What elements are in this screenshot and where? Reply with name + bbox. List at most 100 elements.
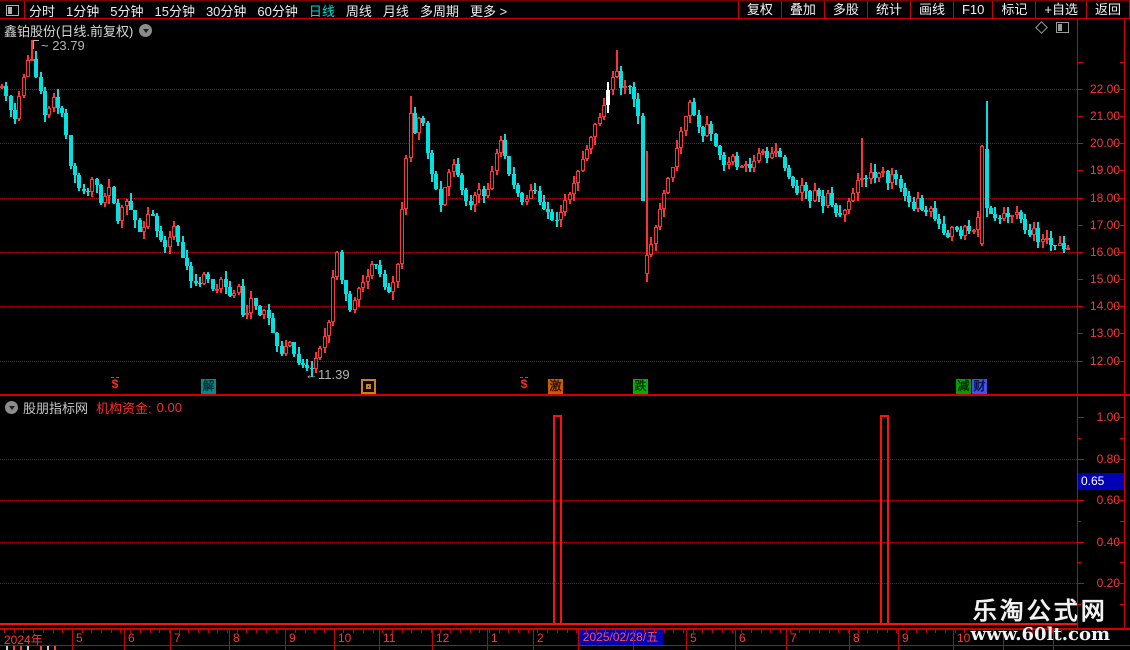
- event-marker-激[interactable]: 激: [548, 379, 563, 394]
- month-divider: [432, 646, 433, 650]
- timeline-tick: [460, 630, 461, 633]
- candle: [503, 140, 507, 157]
- timeline-tick: [101, 630, 102, 633]
- candle: [305, 365, 309, 369]
- axis-tick: [1120, 279, 1124, 281]
- candle: [585, 149, 589, 159]
- window-layout-button[interactable]: [0, 1, 25, 19]
- toolbar-button-7[interactable]: +自选: [1035, 1, 1086, 19]
- candle: [804, 185, 808, 191]
- timeline-tick: [295, 630, 296, 633]
- period-item-0[interactable]: 分时: [29, 3, 56, 19]
- period-item-5[interactable]: 60分钟: [257, 3, 298, 19]
- period-item-9[interactable]: 多周期: [419, 3, 459, 19]
- chevron-down-icon[interactable]: [5, 401, 18, 414]
- event-marker-跌[interactable]: 跌: [633, 379, 648, 394]
- timeline-year-label: 2024年: [4, 633, 43, 645]
- period-item-8[interactable]: 月线: [382, 3, 409, 19]
- period-item-4[interactable]: 30分钟: [205, 3, 247, 19]
- toolbar-button-6[interactable]: 标记: [992, 1, 1035, 19]
- period-item-3[interactable]: 15分钟: [154, 3, 195, 19]
- chevron-down-icon[interactable]: [139, 24, 153, 37]
- diamond-icon[interactable]: [1035, 21, 1048, 34]
- axis-tick: [1117, 143, 1124, 145]
- candle: [864, 178, 868, 180]
- candle: [90, 178, 94, 193]
- panel-layout-icon[interactable]: [1056, 22, 1069, 33]
- period-item-7[interactable]: 周线: [345, 3, 372, 19]
- sell-signal-marker[interactable]: $: [111, 377, 119, 391]
- indicator-header[interactable]: 股朋指标网 机构资金: 0.00: [5, 398, 182, 417]
- candle: [306, 358, 308, 372]
- month-label: 12: [436, 631, 450, 645]
- toolbar-button-8[interactable]: 返回: [1085, 1, 1129, 19]
- period-item-10[interactable]: 更多 >: [469, 3, 508, 19]
- event-marker-财[interactable]: 财: [972, 379, 987, 394]
- chart-title-row[interactable]: 鑫铂股份(日线.前复权): [4, 21, 153, 40]
- candle: [740, 166, 744, 169]
- timeline-tick: [829, 630, 830, 633]
- month-divider: [849, 630, 850, 645]
- sell-signal-marker[interactable]: $: [520, 377, 528, 391]
- toolbar-button-5[interactable]: F10: [952, 1, 992, 19]
- month-label: 7: [174, 631, 181, 645]
- candle: [228, 286, 232, 296]
- indicator-axis: 1.00 0.80 0.60 0.40 0.20: [1078, 396, 1130, 628]
- period-item-6[interactable]: 日线: [308, 3, 335, 19]
- candle: [538, 191, 542, 203]
- candle: [933, 207, 937, 220]
- candle: [64, 113, 68, 135]
- timeline-tick: [91, 630, 92, 633]
- toolbar-button-4[interactable]: 画线: [909, 1, 953, 19]
- candle: [999, 215, 1001, 224]
- candle: [1067, 244, 1069, 250]
- candle: [593, 124, 597, 138]
- toolbar-button-0[interactable]: 复权: [737, 1, 781, 19]
- timeline-tick: [82, 630, 83, 633]
- timeline-tick: [1013, 630, 1014, 633]
- toolbar-button-3[interactable]: 统计: [866, 1, 910, 19]
- timeline-tick: [809, 630, 810, 633]
- timeline-tick: [402, 630, 403, 633]
- candle: [1011, 215, 1013, 223]
- timeline-tick: [188, 630, 189, 633]
- candle: [1053, 245, 1057, 247]
- period-item-2[interactable]: 5分钟: [110, 3, 144, 19]
- candle: [1019, 212, 1023, 219]
- timeline-tick: [955, 630, 956, 633]
- candle: [77, 175, 81, 189]
- toolbar-button-2[interactable]: 多股: [823, 1, 867, 19]
- month-divider: [432, 630, 433, 645]
- candle: [103, 196, 107, 204]
- candle: [843, 209, 847, 215]
- toolbar-button-1[interactable]: 叠加: [780, 1, 824, 19]
- candle: [649, 243, 653, 255]
- timeline-tick: [799, 630, 800, 633]
- candle: [903, 188, 907, 197]
- timeline-tick: [780, 630, 781, 633]
- month-divider: [953, 630, 954, 645]
- timeline-tick: [1052, 630, 1053, 633]
- candle: [675, 147, 679, 168]
- timeline-tick: [625, 630, 626, 633]
- month-divider: [533, 646, 534, 650]
- timeline-tick: [159, 630, 160, 633]
- candle: [456, 163, 460, 175]
- timeline-tick: [237, 630, 238, 633]
- event-marker-减[interactable]: 减: [956, 379, 971, 394]
- period-item-1[interactable]: 1分钟: [66, 3, 100, 19]
- candle: [641, 115, 645, 201]
- candle: [912, 201, 916, 209]
- candle: [994, 206, 996, 221]
- event-marker-解[interactable]: 解: [201, 379, 216, 394]
- candle: [116, 202, 120, 221]
- gridline: [0, 306, 1077, 308]
- candle: [1023, 218, 1027, 230]
- cropped-bar-stub: [6, 646, 8, 650]
- candle: [146, 214, 150, 227]
- event-marker-回[interactable]: [361, 379, 376, 394]
- candle: [959, 229, 963, 236]
- candle: [955, 227, 959, 230]
- timeline-tick: [964, 630, 965, 633]
